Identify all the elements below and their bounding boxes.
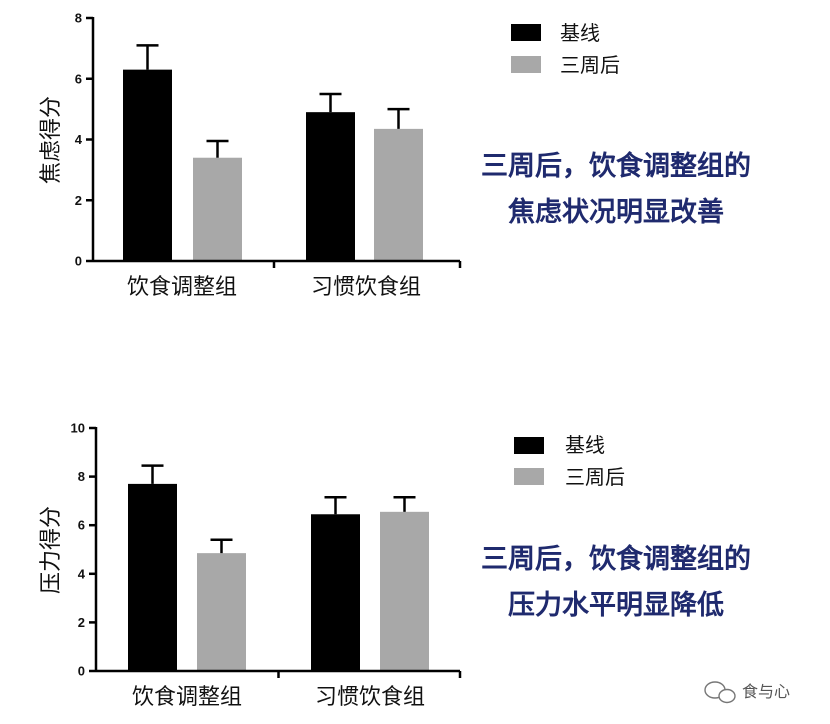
anxiety-y-axis-title: 焦虑得分 (39, 96, 64, 184)
stress-category-label-0: 饮食调整组 (132, 685, 242, 710)
stress-annotation-line-1: 三周后，饮食调整组的 (481, 543, 751, 575)
legend-label-three-weeks: 三周后 (565, 465, 625, 489)
stress-bar-three-weeks-0 (197, 553, 246, 671)
anxiety-y-tick-label-2: 4 (75, 132, 83, 147)
anxiety-annotation: 三周后，饮食调整组的 焦虑状况明显改善 (481, 150, 751, 228)
watermark-text: 食与心 (742, 682, 790, 701)
anxiety-category-label-1: 习惯饮食组 (311, 275, 421, 300)
stress-y-tick-label-3: 6 (78, 518, 85, 533)
stress-y-tick-label-2: 4 (78, 566, 86, 581)
legend-label-baseline: 基线 (565, 433, 605, 457)
anxiety-bar-three-weeks-1 (374, 128, 423, 261)
stress-y-tick-label-4: 8 (78, 469, 85, 484)
wechat-icon (704, 681, 736, 704)
legend-label-baseline: 基线 (560, 21, 600, 45)
legend-swatch-baseline (514, 437, 544, 454)
stress-bar-baseline-1 (311, 514, 360, 671)
stress-chart: 压力得分 基线 三周后 三周后，饮食调整组的 压力水平明显降低 0 2 4 6 8 10 饮… (39, 421, 751, 711)
watermark: 食与心 (704, 681, 790, 704)
anxiety-bar-three-weeks-0 (193, 157, 242, 261)
stress-y-tick-label-0: 0 (78, 664, 85, 679)
stress-y-tick-label-5: 10 (71, 421, 85, 436)
anxiety-annotation-line-1: 三周后，饮食调整组的 (481, 150, 751, 182)
anxiety-y-tick-label-3: 6 (75, 71, 82, 86)
anxiety-chart: 焦虑得分 基线 三周后 三周后，饮食调整组的 焦虑状况明显改善 0 2 4 6 8 饮食调… (39, 11, 751, 301)
legend-swatch-three-weeks (511, 56, 541, 73)
anxiety-y-tick-label-4: 8 (75, 11, 82, 26)
anxiety-bar-baseline-0 (123, 69, 172, 261)
stress-legend: 基线 三周后 (514, 433, 625, 489)
stress-y-axis-title: 压力得分 (39, 506, 64, 594)
anxiety-y-tick-label-1: 2 (75, 193, 82, 208)
legend-label-three-weeks: 三周后 (560, 53, 620, 77)
stress-annotation-line-2: 压力水平明显降低 (508, 590, 724, 621)
anxiety-legend: 基线 三周后 (511, 21, 620, 77)
stress-y-tick-label-1: 2 (78, 615, 85, 630)
stress-bar-three-weeks-1 (380, 511, 429, 671)
anxiety-category-label-0: 饮食调整组 (127, 275, 237, 300)
legend-swatch-baseline (511, 24, 541, 41)
stress-bar-baseline-0 (128, 483, 177, 671)
legend-swatch-three-weeks (514, 468, 544, 485)
anxiety-y-tick-label-0: 0 (75, 254, 82, 269)
anxiety-annotation-line-2: 焦虑状况明显改善 (508, 196, 724, 228)
stress-annotation: 三周后，饮食调整组的 压力水平明显降低 (481, 543, 751, 621)
anxiety-bar-baseline-1 (306, 112, 355, 261)
stress-category-label-1: 习惯饮食组 (315, 685, 425, 710)
